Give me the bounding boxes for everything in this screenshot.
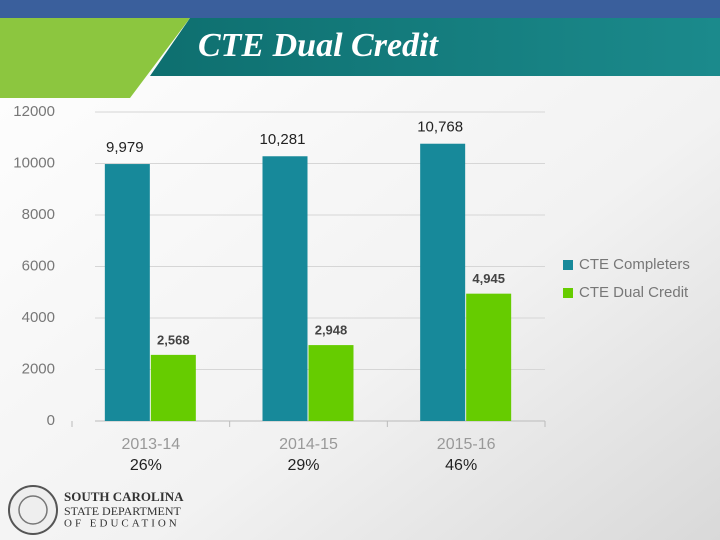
- legend-swatch: [563, 288, 573, 298]
- logo: SOUTH CAROLINA STATE DEPARTMENT OF EDUCA…: [8, 485, 184, 535]
- y-tick-label: 0: [47, 412, 55, 429]
- bar: [150, 354, 196, 421]
- y-tick-label: 10000: [13, 154, 55, 171]
- bar: [308, 345, 354, 421]
- annotation: 29%: [287, 457, 319, 474]
- annotation: 26%: [130, 457, 162, 474]
- value-label: 10,281: [260, 131, 306, 148]
- value-label: 10,768: [417, 119, 463, 136]
- seal: [8, 485, 58, 535]
- legend-label: CTE Dual Credit: [579, 284, 689, 301]
- value-label: 2,568: [157, 332, 190, 347]
- seal-inner: [18, 495, 48, 525]
- x-tick-label: 2013-14: [121, 436, 180, 453]
- y-tick-label: 2000: [22, 360, 55, 377]
- bar: [262, 156, 308, 421]
- y-tick-label: 8000: [22, 206, 55, 223]
- x-tick-label: 2014-15: [279, 436, 338, 453]
- legend-label: CTE Completers: [579, 256, 690, 273]
- chart-title: CTE Dual Credit: [198, 27, 439, 64]
- logo-line: OF EDUCATION: [64, 518, 180, 530]
- annotation: 46%: [445, 457, 477, 474]
- y-tick-label: 4000: [22, 309, 55, 326]
- bar: [420, 143, 466, 421]
- x-tick-label: 2015-16: [437, 436, 496, 453]
- value-label: 9,979: [106, 139, 144, 156]
- logo-line: STATE DEPARTMENT: [64, 504, 182, 518]
- y-tick-label: 12000: [13, 103, 55, 120]
- title-banner: [150, 18, 720, 76]
- legend-swatch: [563, 260, 573, 270]
- value-label: 2,948: [315, 323, 348, 338]
- bar: [466, 293, 512, 421]
- bar: [104, 164, 150, 421]
- y-tick-label: 6000: [22, 257, 55, 274]
- top-strip: [0, 0, 720, 18]
- value-label: 4,945: [472, 271, 505, 286]
- logo-line: SOUTH CAROLINA: [64, 489, 184, 504]
- green-accent: [0, 18, 190, 98]
